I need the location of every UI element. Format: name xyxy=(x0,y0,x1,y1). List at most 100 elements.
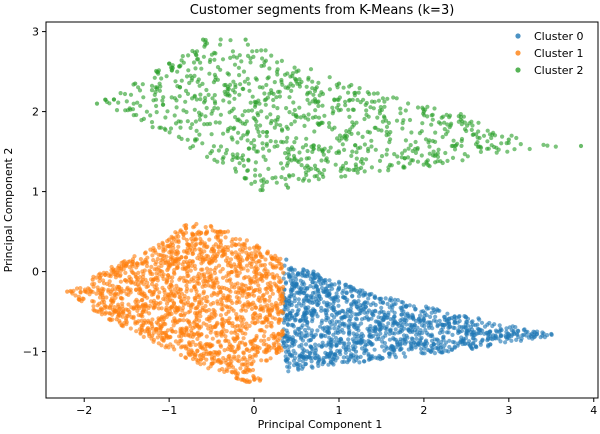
data-point xyxy=(183,301,188,306)
data-point xyxy=(264,317,269,322)
data-point xyxy=(260,184,265,189)
data-point xyxy=(276,288,281,294)
data-point xyxy=(399,312,404,317)
data-point xyxy=(198,357,203,362)
data-point xyxy=(222,89,227,94)
data-point xyxy=(476,330,481,336)
data-point xyxy=(379,154,385,159)
data-point xyxy=(318,324,323,329)
data-point xyxy=(309,166,314,171)
data-point xyxy=(266,336,271,342)
data-point xyxy=(459,143,464,148)
data-point xyxy=(241,362,246,367)
data-point xyxy=(268,280,273,285)
data-point xyxy=(438,121,443,126)
data-point xyxy=(114,317,119,322)
data-point xyxy=(372,294,377,299)
data-point xyxy=(277,261,282,266)
data-point xyxy=(296,176,301,182)
data-point xyxy=(160,285,165,290)
data-point xyxy=(278,123,283,128)
data-point xyxy=(405,311,410,316)
data-point xyxy=(249,306,255,311)
data-point xyxy=(276,320,281,325)
data-point xyxy=(209,355,215,360)
data-point xyxy=(209,111,214,116)
data-point xyxy=(370,312,375,317)
data-point xyxy=(265,269,270,274)
data-point xyxy=(311,307,316,312)
data-point xyxy=(172,294,177,299)
data-point xyxy=(196,333,201,338)
data-point xyxy=(333,352,338,357)
data-point xyxy=(206,352,212,357)
data-point xyxy=(158,125,164,130)
data-point xyxy=(209,284,214,289)
data-point xyxy=(344,299,349,304)
data-point xyxy=(307,101,312,106)
data-point xyxy=(195,349,200,354)
data-point xyxy=(407,117,413,123)
data-point xyxy=(260,146,266,151)
data-point xyxy=(247,261,252,266)
data-point xyxy=(497,323,502,328)
data-point xyxy=(179,313,184,318)
data-point xyxy=(172,287,177,292)
data-point xyxy=(345,355,350,360)
data-point xyxy=(202,100,207,105)
data-point xyxy=(459,138,464,144)
legend-label: Cluster 0 xyxy=(534,30,584,43)
data-point xyxy=(319,334,324,339)
data-point xyxy=(150,317,155,322)
data-point xyxy=(247,246,252,251)
data-point xyxy=(246,108,251,113)
data-point xyxy=(234,155,239,160)
data-point xyxy=(163,297,168,302)
data-point xyxy=(154,283,159,288)
data-point xyxy=(320,148,325,153)
data-point xyxy=(272,335,277,340)
data-point xyxy=(318,282,324,287)
data-point xyxy=(292,342,297,347)
data-point xyxy=(385,346,390,351)
data-point xyxy=(353,316,358,321)
data-point xyxy=(191,225,196,230)
data-point xyxy=(333,339,338,344)
data-point xyxy=(285,357,290,362)
data-point xyxy=(330,105,335,110)
data-point xyxy=(230,49,235,54)
data-point xyxy=(150,290,156,295)
data-point xyxy=(294,312,299,317)
data-point xyxy=(446,330,451,335)
data-point xyxy=(184,223,189,228)
data-point xyxy=(230,321,235,326)
data-point xyxy=(84,290,90,295)
data-point xyxy=(342,341,347,346)
points-layer xyxy=(65,37,584,385)
data-point xyxy=(386,312,391,318)
data-point xyxy=(380,356,385,361)
data-point xyxy=(302,313,307,318)
data-point xyxy=(168,282,173,287)
data-point xyxy=(159,324,164,329)
data-point xyxy=(223,245,228,250)
data-point xyxy=(140,82,145,87)
data-point xyxy=(478,149,483,154)
data-point xyxy=(224,360,229,365)
data-point xyxy=(195,79,200,84)
data-point xyxy=(521,332,526,337)
data-point xyxy=(270,315,275,320)
data-point xyxy=(225,305,230,310)
data-point xyxy=(383,326,388,331)
data-point xyxy=(270,307,275,312)
data-point xyxy=(471,322,476,327)
data-point xyxy=(112,292,117,297)
data-point xyxy=(120,301,125,306)
data-point xyxy=(305,97,310,102)
data-point xyxy=(266,306,271,311)
data-point xyxy=(158,84,163,89)
data-point xyxy=(432,351,437,356)
data-point xyxy=(164,280,169,285)
data-point xyxy=(162,316,167,322)
data-point xyxy=(166,244,171,249)
